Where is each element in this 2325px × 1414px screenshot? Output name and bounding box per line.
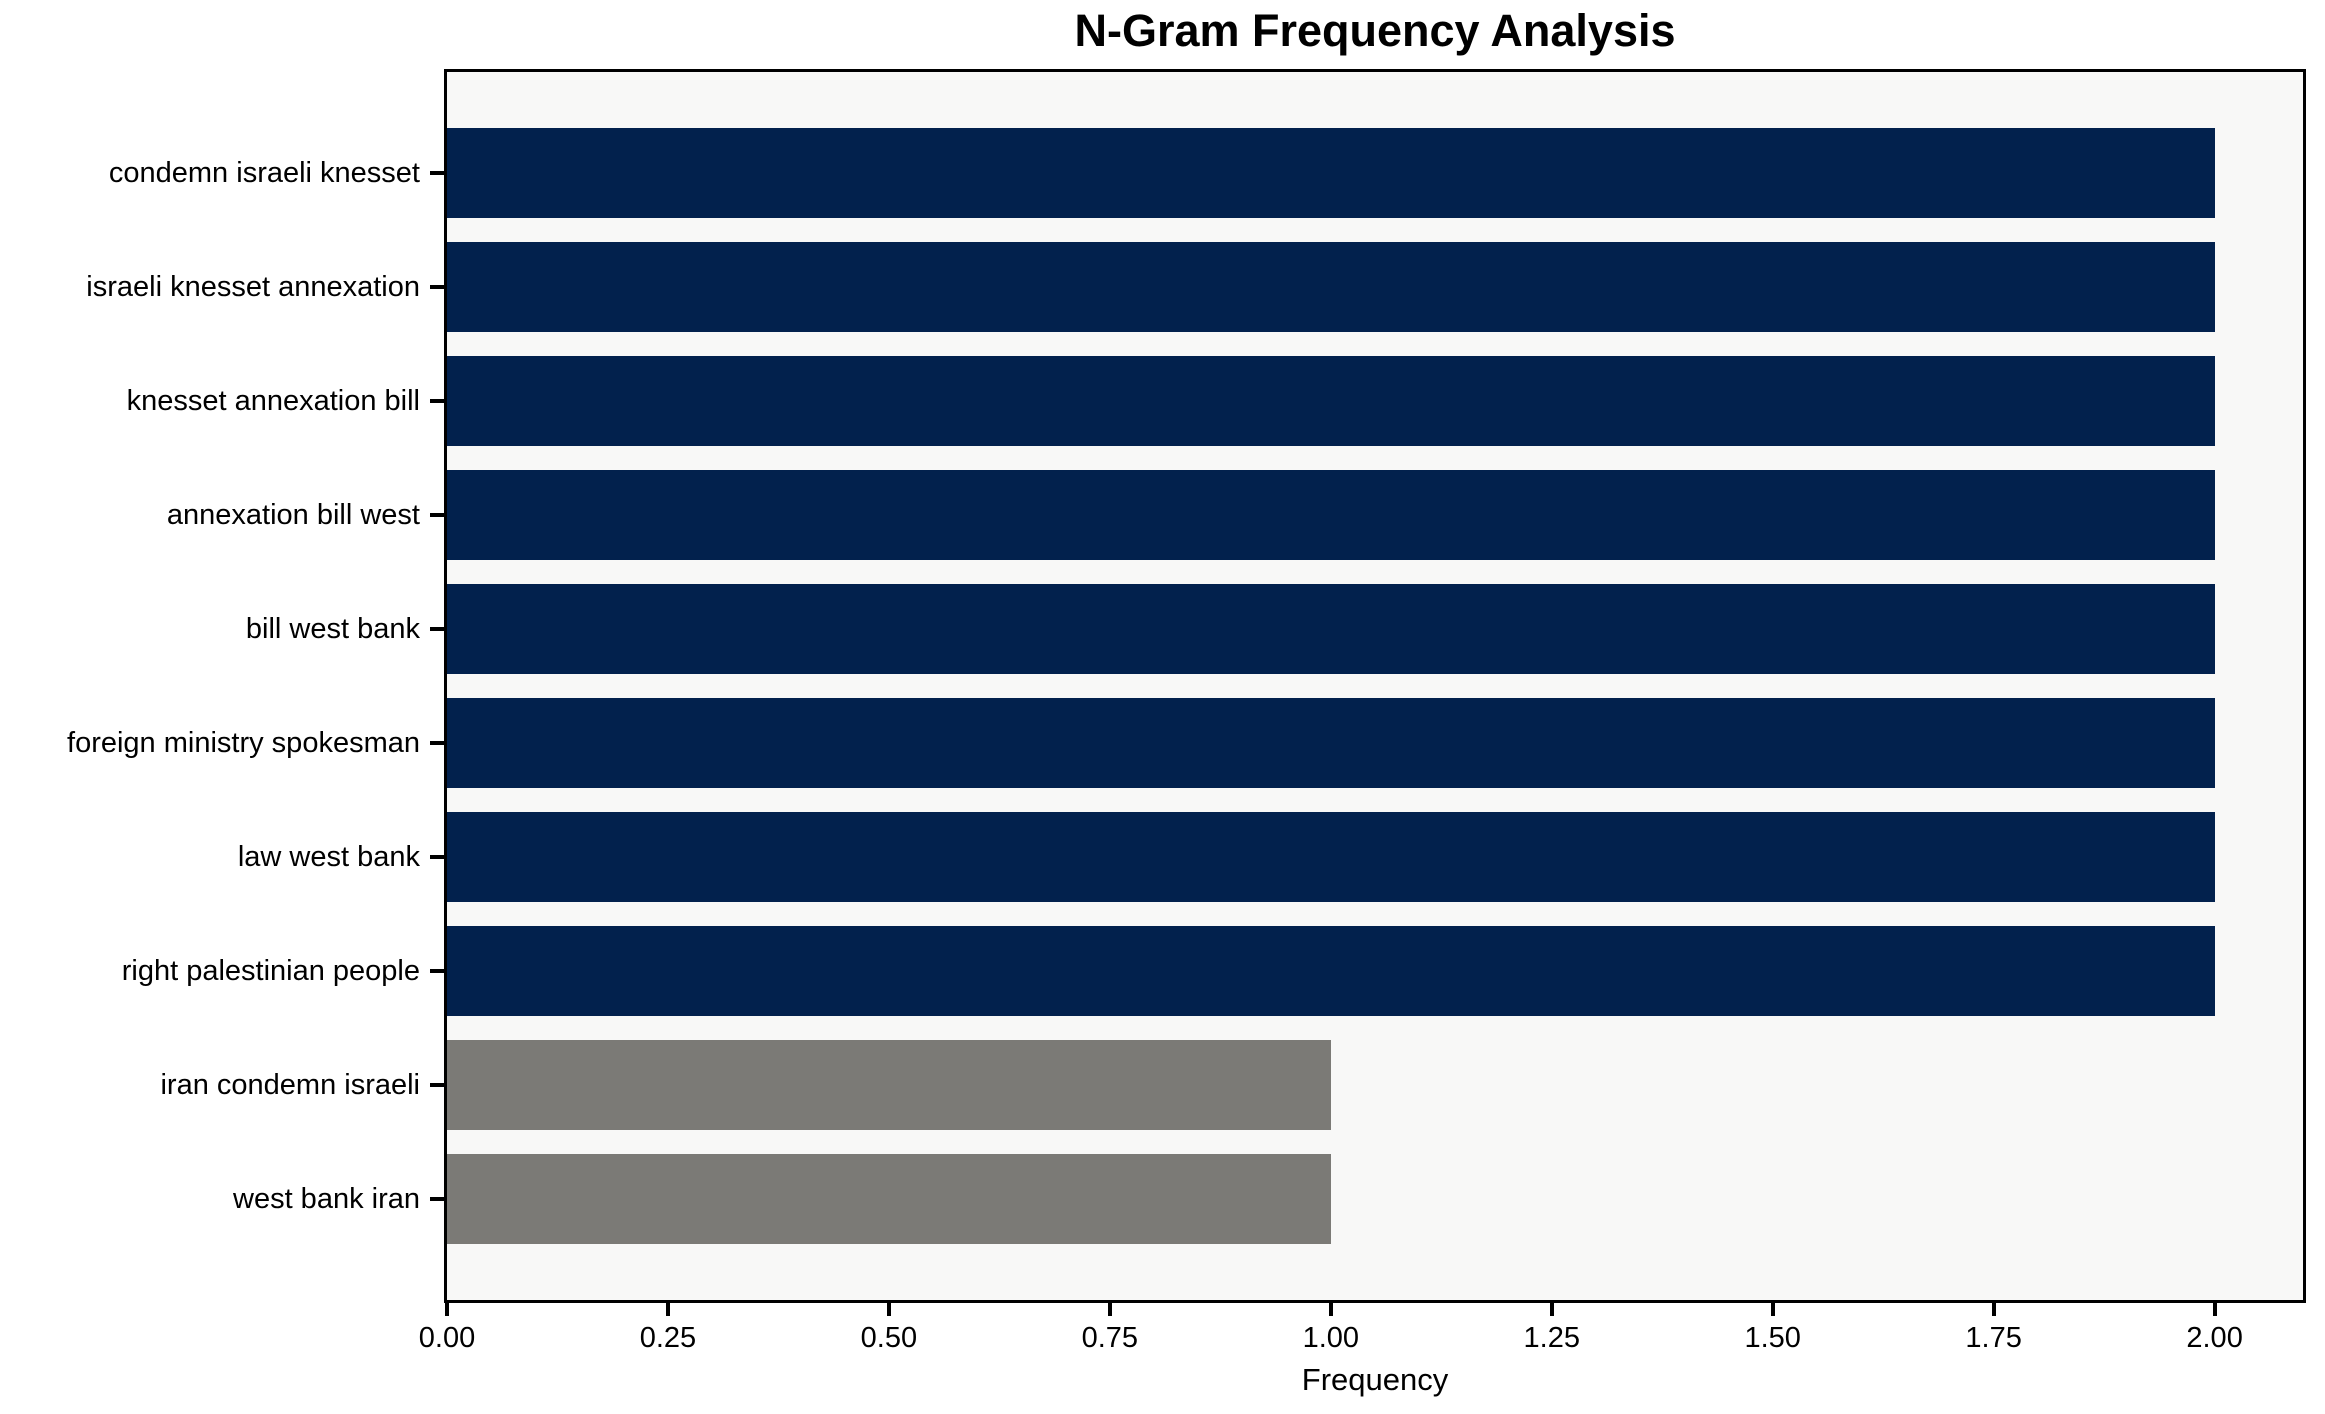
y-tick-mark: [430, 741, 444, 745]
y-tick-mark: [430, 1083, 444, 1087]
y-tick-label: law west bank: [237, 840, 420, 873]
y-tick-label: foreign ministry spokesman: [67, 726, 420, 759]
y-tick-label: knesset annexation bill: [126, 384, 420, 417]
bar: [447, 356, 2215, 446]
y-tick-mark: [430, 627, 444, 631]
y-tick-mark: [430, 969, 444, 973]
y-tick-label: condemn israeli knesset: [108, 156, 420, 189]
plot-area: [444, 69, 2306, 1303]
y-tick-mark: [430, 513, 444, 517]
chart-title: N-Gram Frequency Analysis: [1074, 5, 1676, 56]
y-tick-mark: [430, 855, 444, 859]
x-tick-label: 0.00: [418, 1322, 476, 1354]
y-tick-mark: [430, 285, 444, 289]
y-tick-label: annexation bill west: [166, 498, 420, 531]
x-tick-label: 2.00: [2186, 1322, 2243, 1354]
x-tick-mark: [1991, 1303, 1996, 1316]
x-tick-mark: [1549, 1303, 1554, 1316]
x-tick-label: 0.50: [860, 1322, 918, 1354]
bar: [447, 926, 2215, 1016]
y-tick-mark: [430, 1197, 444, 1201]
x-tick-label: 1.25: [1523, 1322, 1580, 1354]
y-tick-label: right palestinian people: [121, 954, 420, 987]
x-tick-label: 0.75: [1081, 1322, 1139, 1354]
x-tick-label: 0.25: [639, 1322, 697, 1354]
y-tick-label: iran condemn israeli: [160, 1068, 420, 1101]
x-tick-label: 1.75: [1965, 1322, 2022, 1354]
bar: [447, 128, 2215, 218]
x-tick-mark: [665, 1303, 670, 1316]
bar: [447, 812, 2215, 902]
bar: [447, 1154, 1331, 1244]
x-tick-label: 1.50: [1744, 1322, 1801, 1354]
x-tick-mark: [1770, 1303, 1775, 1316]
y-tick-label: west bank iran: [233, 1182, 420, 1215]
bar: [447, 470, 2215, 560]
bar: [447, 584, 2215, 674]
x-tick-mark: [1107, 1303, 1112, 1316]
bar: [447, 242, 2215, 332]
x-tick-mark: [2212, 1303, 2217, 1316]
y-tick-label: bill west bank: [245, 612, 420, 645]
y-tick-label: israeli knesset annexation: [86, 270, 420, 303]
y-tick-mark: [430, 171, 444, 175]
x-tick-mark: [1328, 1303, 1333, 1316]
x-axis-label: Frequency: [1301, 1362, 1449, 1397]
bar: [447, 698, 2215, 788]
x-tick-label: 1.00: [1302, 1322, 1360, 1354]
x-tick-mark: [445, 1303, 449, 1316]
bar: [447, 1040, 1331, 1130]
x-tick-mark: [886, 1303, 891, 1316]
y-tick-mark: [430, 399, 444, 403]
